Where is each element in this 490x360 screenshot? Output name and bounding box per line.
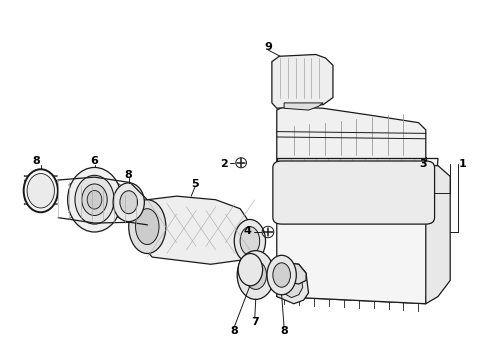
Ellipse shape	[129, 200, 166, 253]
Ellipse shape	[136, 209, 159, 244]
Text: 8: 8	[280, 326, 288, 336]
Ellipse shape	[75, 175, 114, 224]
Ellipse shape	[237, 251, 274, 300]
Polygon shape	[277, 262, 306, 284]
Text: 3: 3	[419, 159, 427, 169]
Ellipse shape	[120, 191, 138, 214]
Text: 7: 7	[251, 317, 259, 327]
Ellipse shape	[273, 263, 291, 287]
Text: 8: 8	[125, 170, 133, 180]
Polygon shape	[277, 262, 309, 304]
Ellipse shape	[234, 220, 266, 262]
Ellipse shape	[68, 167, 122, 232]
Ellipse shape	[82, 184, 107, 216]
Ellipse shape	[113, 183, 145, 222]
Ellipse shape	[240, 226, 260, 255]
Polygon shape	[426, 166, 450, 304]
Text: 2: 2	[220, 159, 228, 169]
FancyBboxPatch shape	[273, 161, 435, 224]
Polygon shape	[277, 158, 438, 304]
Polygon shape	[277, 157, 426, 166]
Ellipse shape	[24, 169, 58, 212]
Text: 6: 6	[91, 156, 98, 166]
Text: 8: 8	[32, 156, 40, 166]
Polygon shape	[284, 103, 323, 110]
Text: 5: 5	[192, 179, 199, 189]
Ellipse shape	[267, 255, 296, 295]
Polygon shape	[280, 266, 303, 298]
Text: 9: 9	[265, 42, 272, 51]
Polygon shape	[135, 196, 255, 264]
Text: 8: 8	[230, 326, 238, 336]
Polygon shape	[272, 54, 333, 108]
Ellipse shape	[27, 174, 54, 208]
Polygon shape	[277, 277, 438, 304]
Ellipse shape	[238, 253, 263, 286]
Polygon shape	[277, 107, 426, 158]
Ellipse shape	[245, 261, 267, 289]
Ellipse shape	[87, 190, 102, 209]
Text: 1: 1	[459, 159, 466, 169]
Text: 4: 4	[244, 226, 251, 236]
